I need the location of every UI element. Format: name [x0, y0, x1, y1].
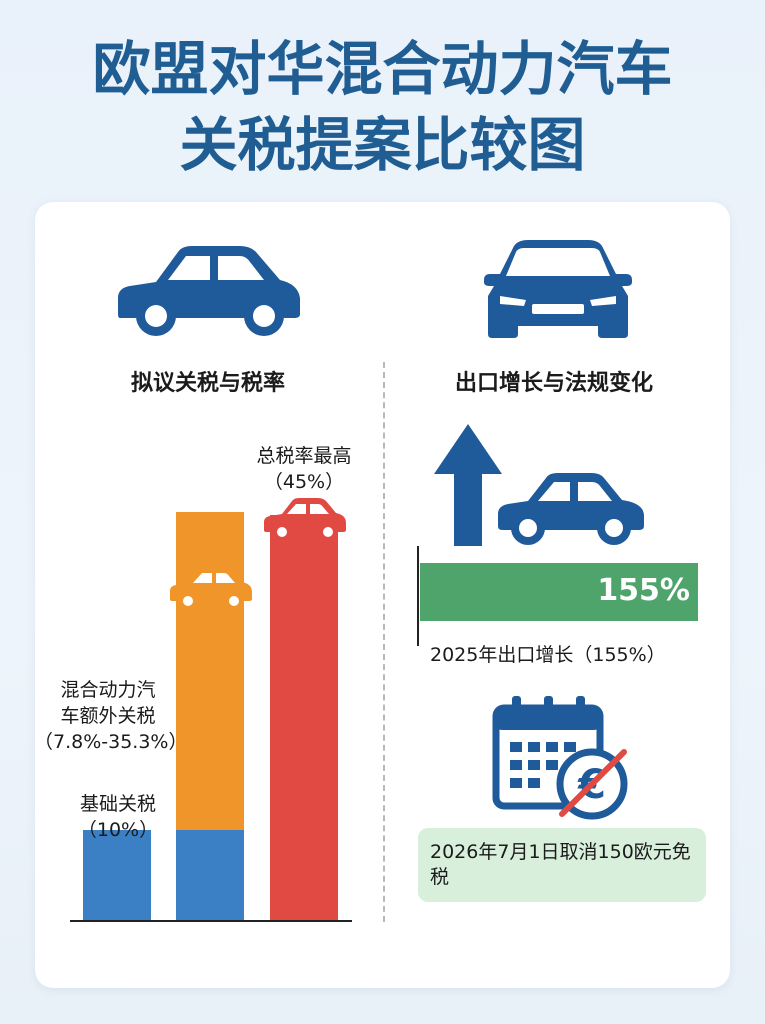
export-growth-label: 2025年出口增长（155%） [430, 644, 666, 666]
right-section-heading: 出口增长与法规变化 [454, 371, 653, 396]
bar-extra-tariff-segment [176, 512, 244, 830]
bar-base-tariff [83, 830, 151, 920]
extra-tariff-value: （7.8%-35.3%） [34, 731, 188, 753]
car-front-icon [484, 240, 632, 338]
regulation-note: 2026年7月1日取消150欧元免税 [430, 841, 691, 888]
section-divider [383, 362, 385, 922]
chart-baseline [70, 920, 352, 922]
orange-car-icon [170, 567, 252, 611]
car-side-icon [118, 246, 300, 336]
left-section-heading: 拟议关税与税率 [130, 371, 285, 396]
export-growth-value: 155% [597, 573, 690, 608]
base-tariff-value: （10%） [77, 819, 159, 841]
total-tariff-label: 总税率最高 [256, 445, 352, 467]
calendar-no-euro-icon: € [492, 696, 628, 820]
export-growth-bar: 155% [420, 563, 698, 621]
arrow-up-icon [434, 424, 502, 546]
red-car-icon [264, 498, 346, 542]
total-tariff-value: （45%） [263, 471, 345, 493]
extra-tariff-label-1: 混合动力汽 [60, 679, 156, 701]
car-growth-icon [498, 473, 644, 545]
regulation-note-box: 2026年7月1日取消150欧元免税 [418, 828, 706, 902]
extra-tariff-label-2: 车额外关税 [60, 705, 156, 727]
page-title-line-2: 关税提案比较图 [179, 111, 586, 179]
bar-extra-base-segment [176, 830, 244, 920]
growth-axis [417, 546, 419, 646]
page-title-line-1: 欧盟对华混合动力汽车 [92, 35, 673, 103]
base-tariff-label: 基础关税 [79, 793, 156, 815]
bar-total-tariff [270, 515, 338, 920]
